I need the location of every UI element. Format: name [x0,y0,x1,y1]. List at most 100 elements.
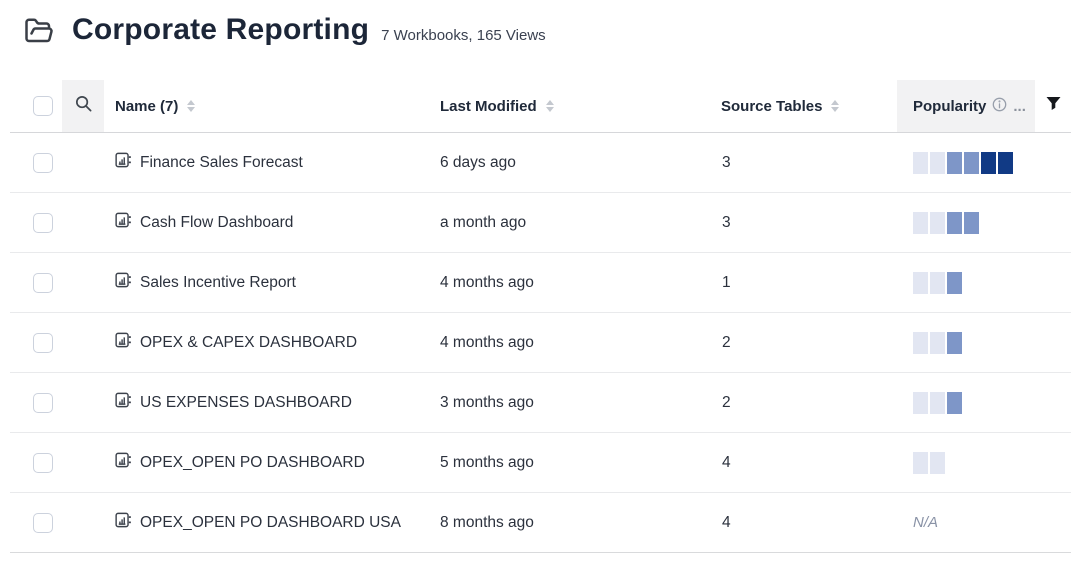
popularity-bar [897,391,1035,414]
row-checkbox[interactable] [33,392,53,413]
popularity-square [930,331,945,354]
info-icon[interactable] [992,97,1007,116]
last-modified-value: 5 months ago [440,453,534,471]
row-checkbox[interactable] [33,272,53,293]
popularity-square [947,331,962,354]
workbook-icon [115,151,132,174]
row-checkbox[interactable] [33,452,53,473]
table-row[interactable]: OPEX_OPEN PO DASHBOARD 5 months ago 4 [10,433,1071,493]
column-header-source-tables[interactable]: Source Tables [720,98,897,115]
filter-button[interactable] [1035,80,1071,132]
column-header-last-modified-label: Last Modified [440,97,537,115]
workbook-name-cell[interactable]: OPEX_OPEN PO DASHBOARD USA [104,511,440,534]
popularity-bar [897,151,1035,174]
source-tables-value: 3 [722,213,731,231]
table-row[interactable]: US EXPENSES DASHBOARD 3 months ago 2 [10,373,1071,433]
popularity-square [964,151,979,174]
row-check-cell [10,272,62,293]
open-folder-icon [22,16,56,51]
column-header-popularity[interactable]: Popularity ... [897,80,1035,132]
column-header-popularity-label: Popularity [913,97,987,115]
page-subtitle: 7 Workbooks, 165 Views [381,27,546,44]
workbook-icon [115,331,132,354]
popularity-bar [897,271,1035,294]
popularity-square [930,151,945,174]
table-row[interactable]: Sales Incentive Report 4 months ago 1 [10,253,1071,313]
popularity-square [947,271,962,294]
popularity-square [947,391,962,414]
workbook-icon [115,211,132,234]
workbooks-table: Name (7) Last Modified Source Tables Pop… [10,80,1071,553]
select-all-checkbox[interactable] [33,96,53,116]
source-tables-value: 2 [722,393,731,411]
source-tables-value: 4 [722,453,731,471]
last-modified-value: 4 months ago [440,273,534,291]
workbook-name: Cash Flow Dashboard [140,213,294,231]
row-checkbox[interactable] [33,332,53,353]
source-tables-value: 3 [722,153,731,171]
workbook-name-cell[interactable]: OPEX_OPEN PO DASHBOARD [104,451,440,474]
column-header-name-label: Name (7) [115,97,179,115]
workbook-name-cell[interactable]: Finance Sales Forecast [104,151,440,174]
popularity-square [930,271,945,294]
workbook-name-cell[interactable]: US EXPENSES DASHBOARD [104,391,440,414]
page-header: Corporate Reporting 7 Workbooks, 165 Vie… [0,0,1081,58]
popularity-square [930,391,945,414]
table-row[interactable]: OPEX & CAPEX DASHBOARD 4 months ago 2 [10,313,1071,373]
last-modified-value: 3 months ago [440,393,534,411]
source-tables-value: 2 [722,333,731,351]
workbook-name: US EXPENSES DASHBOARD [140,393,352,411]
row-checkbox[interactable] [33,512,53,533]
workbook-icon [115,271,132,294]
popularity-bar [897,451,1035,474]
row-check-cell [10,452,62,473]
row-check-cell [10,512,62,533]
popularity-square [947,211,962,234]
workbook-name-cell[interactable]: Cash Flow Dashboard [104,211,440,234]
source-tables-value: 1 [722,273,731,291]
row-check-cell [10,392,62,413]
workbook-name: Finance Sales Forecast [140,153,303,171]
row-check-cell [10,332,62,353]
truncation-ellipsis: ... [1013,97,1026,115]
workbook-icon [115,451,132,474]
popularity-bar: N/A [913,514,939,531]
popularity-square [981,151,996,174]
last-modified-value: 6 days ago [440,153,516,171]
table-header-row: Name (7) Last Modified Source Tables Pop… [10,80,1071,133]
workbook-name-cell[interactable]: OPEX & CAPEX DASHBOARD [104,331,440,354]
last-modified-value: a month ago [440,213,527,231]
filter-funnel-icon [1045,96,1062,117]
page-title: Corporate Reporting [72,13,370,46]
table-row[interactable]: Finance Sales Forecast 6 days ago 3 [10,133,1071,193]
workbook-name: OPEX & CAPEX DASHBOARD [140,333,358,351]
row-check-cell [10,152,62,173]
popularity-square [913,391,928,414]
column-header-source-tables-label: Source Tables [721,97,823,115]
popularity-square [998,151,1013,174]
select-all-cell [10,96,62,116]
last-modified-value: 8 months ago [440,513,534,531]
popularity-square [913,271,928,294]
sort-icon [545,100,554,112]
popularity-square [947,151,962,174]
search-button[interactable] [62,80,104,132]
search-icon [74,94,93,118]
popularity-square [930,451,945,474]
workbook-name-cell[interactable]: Sales Incentive Report [104,271,440,294]
workbook-icon [115,391,132,414]
popularity-bar [897,331,1035,354]
row-check-cell [10,212,62,233]
popularity-square [964,211,979,234]
workbook-name: Sales Incentive Report [140,273,296,291]
popularity-square [913,211,928,234]
source-tables-value: 4 [722,513,731,531]
row-checkbox[interactable] [33,212,53,233]
popularity-bar [897,211,1035,234]
table-row[interactable]: OPEX_OPEN PO DASHBOARD USA 8 months ago … [10,493,1071,553]
row-checkbox[interactable] [33,152,53,173]
table-row[interactable]: Cash Flow Dashboard a month ago 3 [10,193,1071,253]
column-header-last-modified[interactable]: Last Modified [440,98,720,115]
workbook-name: OPEX_OPEN PO DASHBOARD [140,453,365,471]
column-header-name[interactable]: Name (7) [104,98,440,115]
